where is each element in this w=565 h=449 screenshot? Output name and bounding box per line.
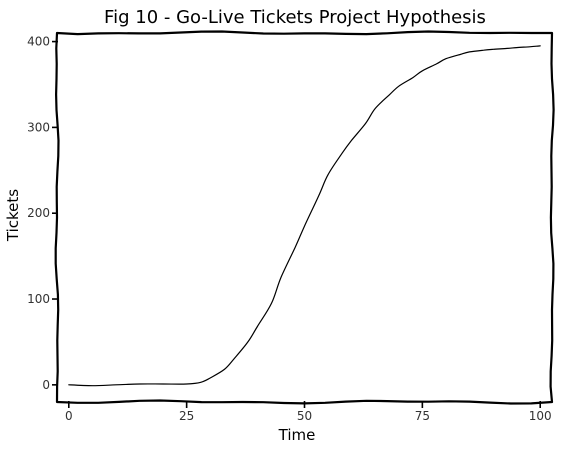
chart-title: Fig 10 - Go-Live Tickets Project Hypothe… — [104, 7, 486, 28]
x-tick-label: 50 — [297, 409, 312, 423]
x-tick-label: 25 — [179, 409, 194, 423]
x-axis-label: Time — [278, 426, 316, 444]
series-line-tickets — [68, 45, 541, 387]
x-tick-label: 75 — [415, 409, 430, 423]
y-tick-label: 200 — [27, 206, 50, 220]
y-tick-label: 300 — [27, 120, 50, 134]
y-tick-label: 100 — [27, 292, 50, 306]
y-axis: 0 100 200 300 400 — [27, 35, 58, 392]
x-axis: 0 25 50 75 100 — [65, 401, 552, 423]
x-tick-label: 100 — [529, 409, 552, 423]
y-tick-label: 0 — [42, 378, 50, 392]
y-axis-label: Tickets — [4, 189, 22, 242]
y-tick-label: 400 — [27, 35, 50, 49]
plot-area: 0 100 200 300 400 0 25 50 75 100 — [27, 30, 555, 423]
x-tick-label: 0 — [65, 409, 73, 423]
plot-frame — [54, 30, 555, 405]
